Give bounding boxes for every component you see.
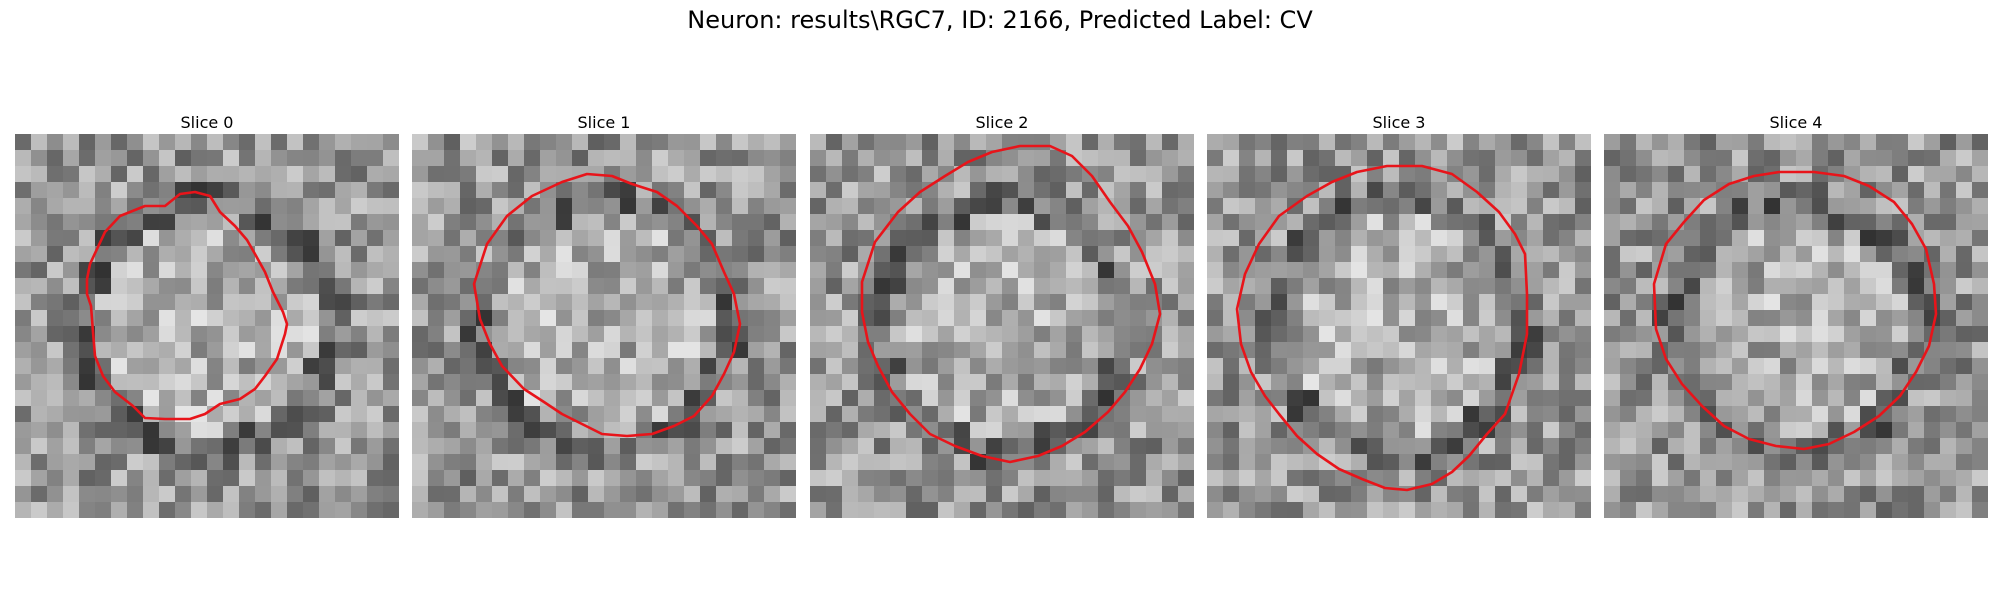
slice-panel-1: Slice 1 <box>412 112 796 518</box>
cell-contour <box>1235 164 1529 492</box>
slice-panel-0: Slice 0 <box>15 112 399 518</box>
slice-title: Slice 1 <box>577 113 631 132</box>
slice-image <box>412 134 796 518</box>
grayscale-pixel-grid <box>1207 134 1591 518</box>
slice-title: Slice 3 <box>1372 113 1426 132</box>
slice-title: Slice 2 <box>975 113 1029 132</box>
slice-panel-3: Slice 3 <box>1207 112 1591 518</box>
cell-contour <box>860 144 1162 464</box>
grayscale-pixel-grid <box>1604 134 1988 518</box>
grayscale-pixel-grid <box>412 134 796 518</box>
figure-title: Neuron: results\RGC7, ID: 2166, Predicte… <box>687 6 1313 34</box>
slice-title: Slice 0 <box>180 113 234 132</box>
slice-panel-4: Slice 4 <box>1604 112 1988 518</box>
cell-contour <box>85 190 289 421</box>
cell-contour <box>1652 170 1938 451</box>
grayscale-pixel-grid <box>15 134 399 518</box>
slice-image <box>1604 134 1988 518</box>
cell-contour <box>472 172 742 438</box>
slice-panel-2: Slice 2 <box>810 112 1194 518</box>
slice-title: Slice 4 <box>1769 113 1823 132</box>
grayscale-pixel-grid <box>810 134 1194 518</box>
slice-image <box>15 134 399 518</box>
slice-image <box>1207 134 1591 518</box>
slice-image <box>810 134 1194 518</box>
